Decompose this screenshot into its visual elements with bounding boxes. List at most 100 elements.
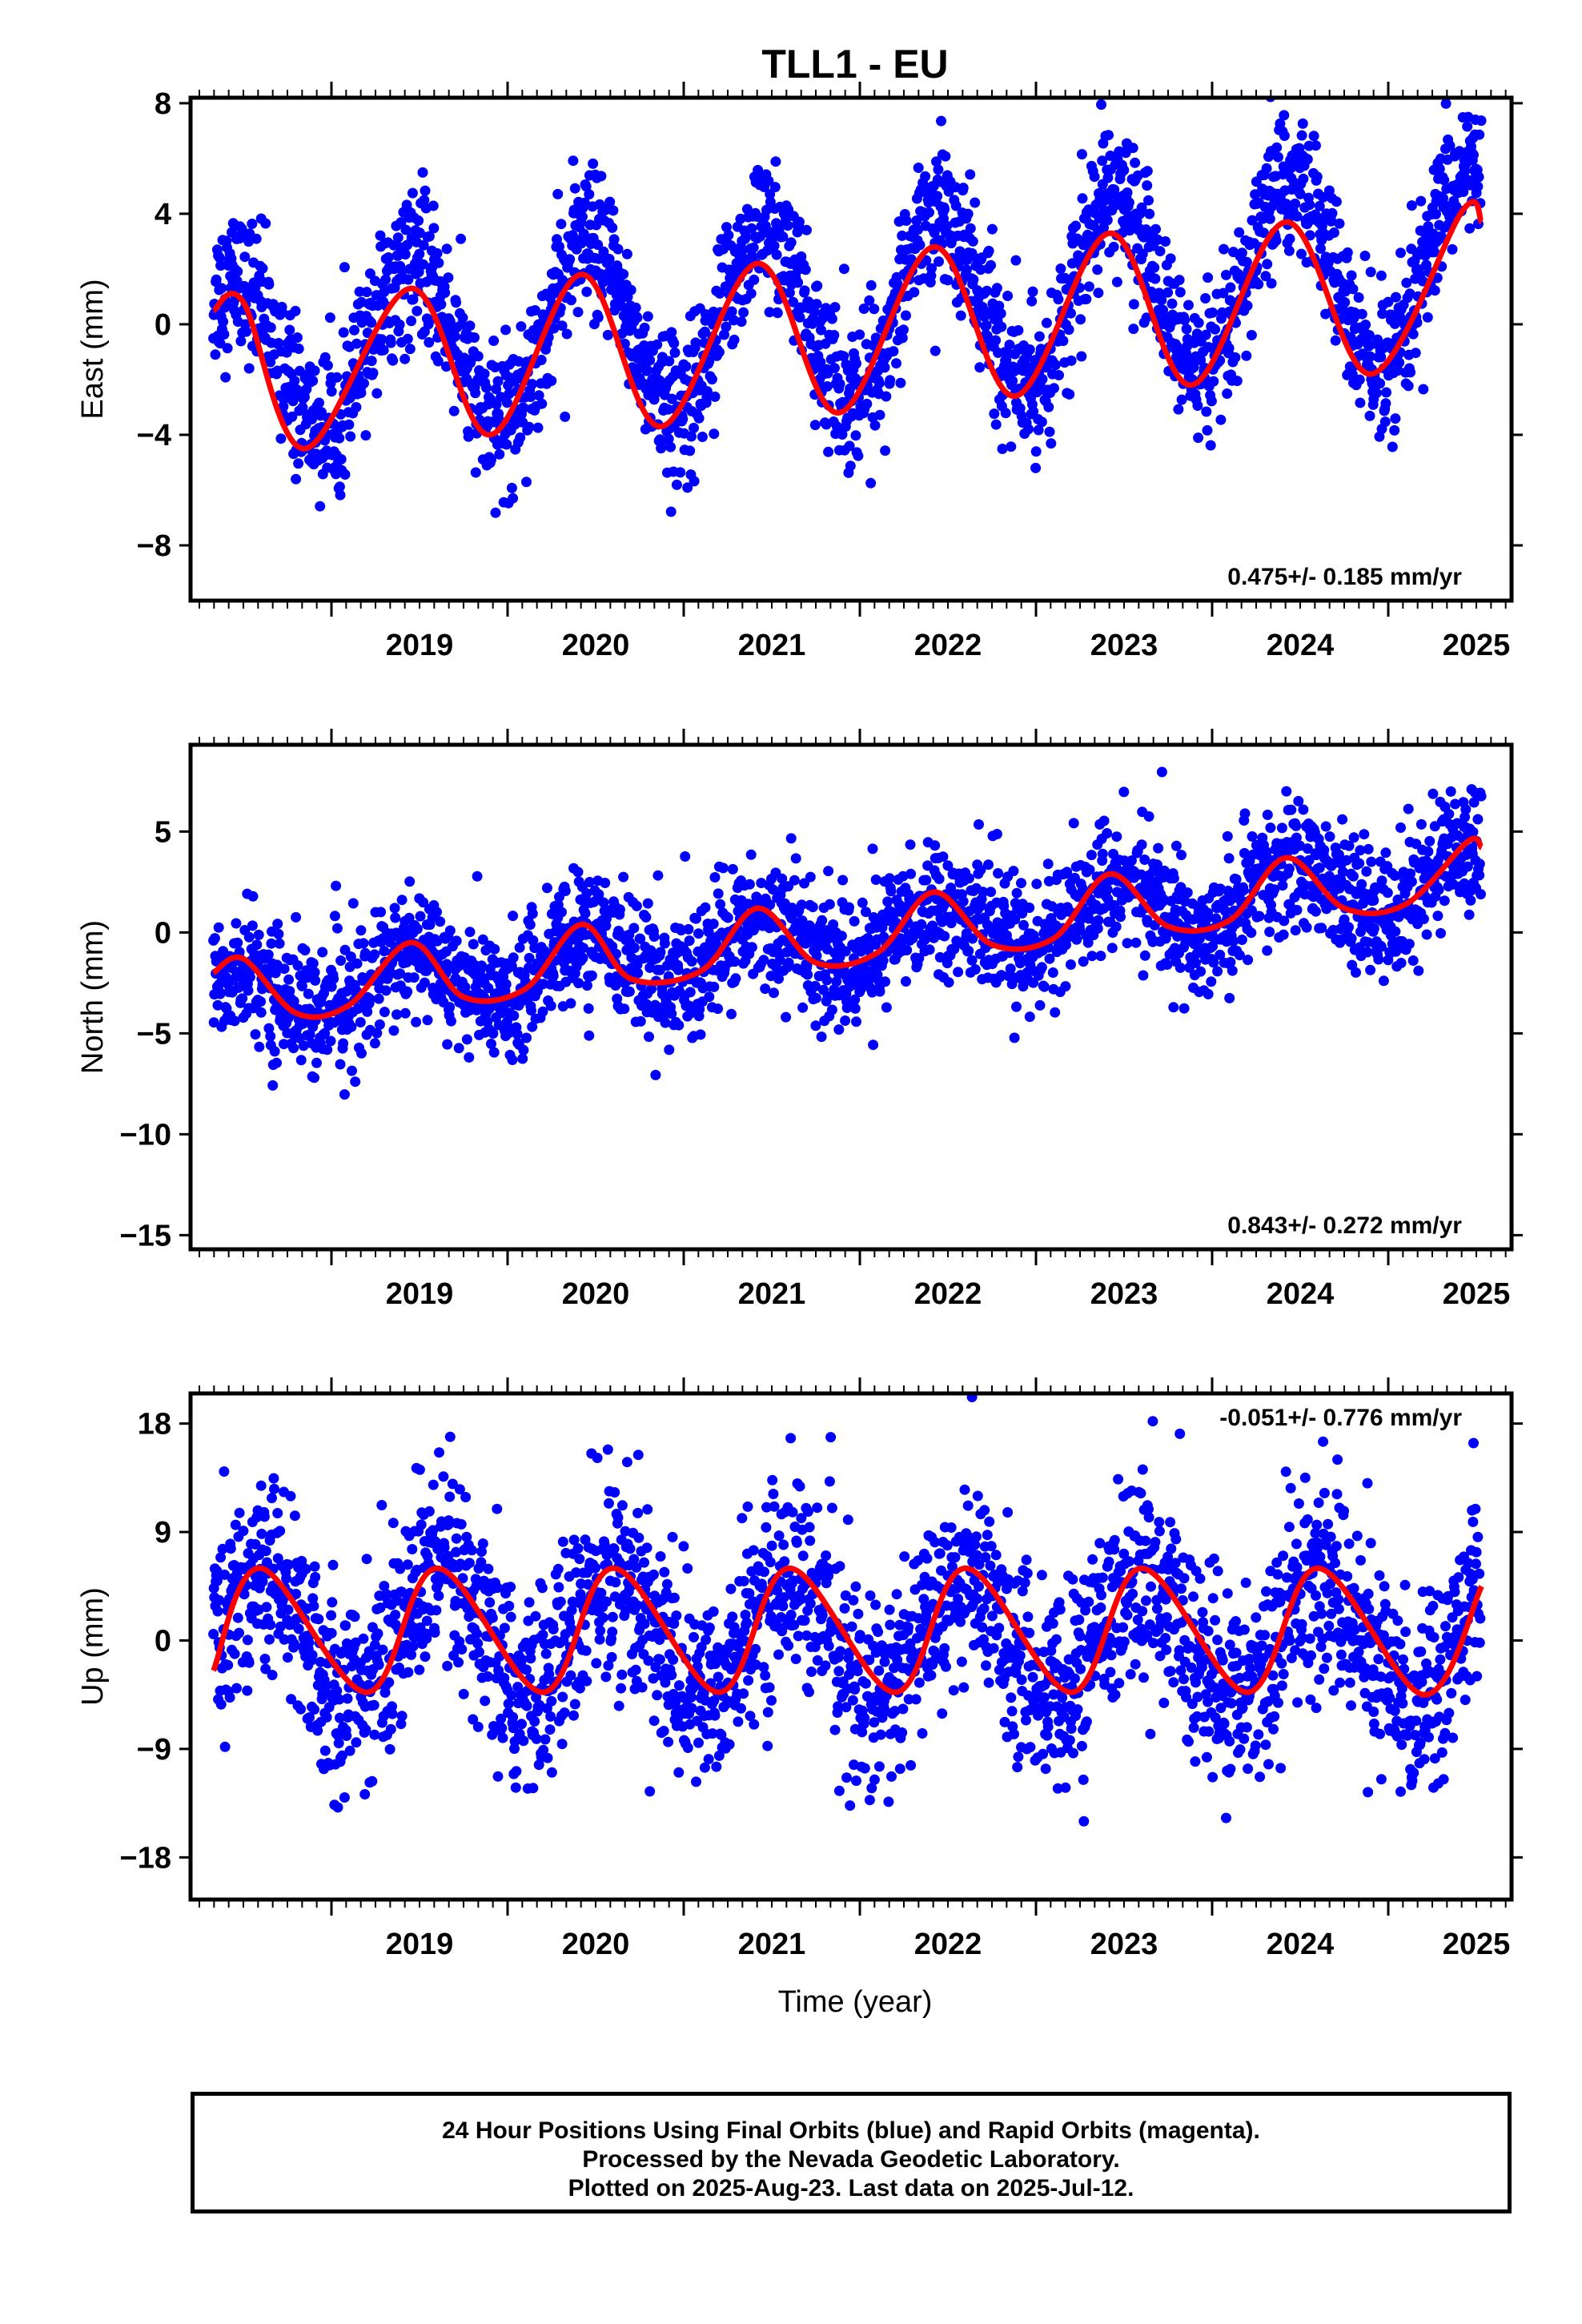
- data-point: [932, 191, 943, 202]
- data-point: [954, 246, 966, 257]
- data-point: [865, 477, 877, 489]
- data-point: [400, 353, 411, 364]
- data-point: [351, 338, 362, 349]
- data-point: [1205, 440, 1216, 451]
- data-point: [793, 277, 804, 288]
- data-point: [1434, 163, 1445, 175]
- data-point: [1208, 376, 1219, 387]
- data-point: [938, 851, 949, 862]
- data-point: [628, 943, 640, 954]
- data-point: [1404, 288, 1415, 300]
- data-point: [1331, 196, 1342, 207]
- data-point: [451, 935, 462, 947]
- data-point: [1139, 854, 1150, 865]
- data-point: [419, 195, 430, 206]
- data-point: [496, 1007, 508, 1019]
- data-point: [986, 887, 997, 898]
- data-point: [494, 448, 505, 460]
- data-point: [1165, 253, 1176, 264]
- data-point: [1176, 394, 1187, 405]
- data-point: [769, 987, 779, 999]
- data-point: [644, 1031, 654, 1043]
- data-point: [254, 1041, 265, 1052]
- data-point: [406, 316, 417, 327]
- data-point: [966, 955, 978, 966]
- data-point: [1405, 367, 1416, 378]
- data-point: [777, 873, 788, 884]
- data-point: [1160, 236, 1171, 247]
- data-point: [840, 946, 851, 957]
- data-point: [1207, 307, 1219, 318]
- data-point: [805, 871, 816, 883]
- data-point: [1076, 149, 1087, 160]
- data-point: [1203, 988, 1214, 999]
- data-point: [1102, 215, 1113, 226]
- data-point: [309, 365, 320, 376]
- data-point: [729, 956, 741, 967]
- data-point: [968, 274, 979, 285]
- data-point: [854, 329, 865, 340]
- data-point: [1030, 446, 1042, 457]
- data-point: [347, 1065, 357, 1076]
- data-point: [677, 413, 689, 424]
- data-point: [326, 386, 337, 397]
- data-point: [765, 189, 776, 199]
- data-point: [1013, 325, 1024, 336]
- data-point: [322, 360, 333, 371]
- data-point: [880, 976, 891, 987]
- data-point: [375, 230, 386, 241]
- data-point: [930, 840, 941, 851]
- data-point: [1149, 919, 1160, 931]
- data-point: [840, 1015, 851, 1026]
- x-tick-label: 2025: [1443, 629, 1511, 662]
- data-point: [457, 312, 468, 324]
- data-point: [865, 279, 877, 291]
- data-point: [560, 411, 571, 422]
- data-point: [891, 358, 901, 369]
- data-point: [390, 912, 401, 923]
- data-point: [760, 220, 771, 231]
- data-point: [564, 254, 576, 265]
- data-point: [1018, 919, 1029, 931]
- data-point: [392, 250, 404, 261]
- data-point: [940, 151, 951, 162]
- data-point: [1376, 875, 1387, 887]
- data-point: [870, 332, 881, 344]
- data-point: [296, 980, 307, 991]
- data-point: [1375, 941, 1387, 952]
- data-point: [1314, 200, 1325, 211]
- data-point: [1110, 921, 1122, 932]
- data-point: [1362, 947, 1373, 958]
- data-point: [334, 481, 345, 493]
- data-point: [621, 248, 632, 259]
- data-point: [1137, 248, 1148, 259]
- data-point: [1246, 927, 1257, 939]
- data-point: [251, 939, 263, 951]
- data-point: [1444, 140, 1456, 151]
- data-point: [360, 430, 371, 441]
- data-point: [1082, 937, 1094, 948]
- data-point: [456, 233, 467, 244]
- data-point: [924, 207, 934, 218]
- data-point: [781, 1011, 792, 1023]
- data-point: [1298, 804, 1309, 815]
- data-point: [1036, 962, 1047, 973]
- data-point: [858, 304, 869, 314]
- data-point: [1351, 967, 1361, 978]
- data-point: [942, 860, 954, 871]
- data-point: [287, 411, 298, 422]
- y-tick-label: 0: [155, 308, 171, 342]
- data-point: [1115, 911, 1126, 923]
- data-point: [909, 287, 920, 298]
- data-point: [1403, 803, 1414, 814]
- data-point: [536, 355, 547, 365]
- data-point: [797, 1002, 809, 1013]
- data-point: [821, 381, 833, 392]
- data-point: [990, 419, 1002, 430]
- data-point: [1343, 840, 1355, 851]
- data-point: [1354, 858, 1365, 869]
- data-point: [489, 943, 500, 955]
- data-point: [1241, 256, 1252, 267]
- data-point: [683, 923, 694, 935]
- data-point: [965, 169, 976, 180]
